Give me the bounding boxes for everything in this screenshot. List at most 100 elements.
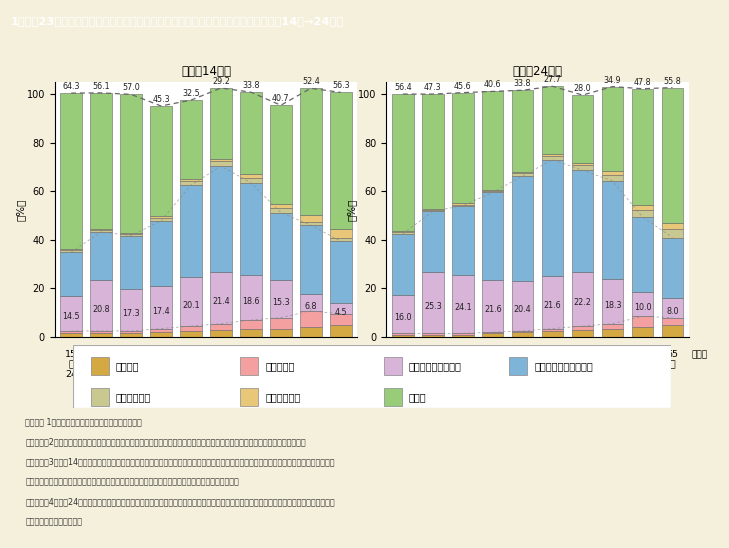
- Text: 34: 34: [456, 370, 469, 379]
- Text: 〜: 〜: [98, 360, 104, 369]
- Bar: [512, 90, 534, 172]
- Bar: [572, 165, 593, 170]
- Bar: [632, 217, 653, 292]
- Bar: [210, 161, 232, 166]
- Text: 50: 50: [245, 350, 257, 359]
- Bar: [90, 281, 112, 331]
- Bar: [542, 328, 564, 331]
- Bar: [300, 311, 321, 327]
- Bar: [572, 326, 593, 330]
- Bar: [601, 175, 623, 181]
- Bar: [330, 229, 351, 237]
- Text: 〜: 〜: [669, 360, 675, 369]
- Bar: [210, 159, 232, 161]
- Bar: [392, 234, 413, 294]
- Bar: [61, 93, 82, 249]
- Text: 35: 35: [155, 350, 167, 359]
- Text: 15: 15: [65, 350, 77, 359]
- Bar: [240, 328, 262, 337]
- Bar: [240, 174, 262, 178]
- FancyBboxPatch shape: [73, 345, 671, 408]
- Text: 40.7: 40.7: [272, 94, 289, 104]
- Text: 40: 40: [185, 350, 197, 359]
- Text: 49: 49: [547, 370, 558, 379]
- Text: 20.1: 20.1: [182, 301, 200, 310]
- Text: その他雇用者: その他雇用者: [116, 392, 151, 402]
- Bar: [90, 230, 112, 232]
- FancyBboxPatch shape: [91, 388, 109, 406]
- Text: 34: 34: [125, 370, 137, 379]
- Bar: [150, 106, 172, 216]
- Bar: [632, 292, 653, 316]
- Bar: [482, 92, 504, 190]
- Bar: [512, 332, 534, 337]
- Bar: [632, 209, 653, 217]
- Text: 〜: 〜: [158, 360, 164, 369]
- Bar: [542, 87, 564, 153]
- Bar: [270, 318, 292, 328]
- Text: 〜: 〜: [430, 360, 436, 369]
- Bar: [512, 174, 534, 176]
- Text: 64: 64: [636, 370, 649, 379]
- Text: 30: 30: [456, 350, 469, 359]
- Bar: [210, 330, 232, 337]
- Text: 33.8: 33.8: [514, 79, 531, 88]
- Bar: [240, 320, 262, 328]
- Bar: [180, 181, 202, 185]
- Text: 20.4: 20.4: [514, 305, 531, 315]
- Bar: [300, 88, 321, 215]
- Text: 47.3: 47.3: [424, 83, 442, 92]
- Text: 29: 29: [95, 370, 107, 379]
- Text: 〜: 〜: [609, 360, 615, 369]
- Text: 64.3: 64.3: [63, 82, 80, 91]
- Text: 21.4: 21.4: [212, 297, 230, 306]
- Text: 35: 35: [487, 350, 499, 359]
- Text: （備考） 1．总務省「就業構造基本調査」より作成。: （備考） 1．总務省「就業構造基本調査」より作成。: [26, 418, 142, 426]
- Bar: [542, 153, 564, 156]
- Bar: [422, 212, 443, 272]
- Text: 〜: 〜: [338, 360, 343, 369]
- Text: 15.3: 15.3: [272, 298, 289, 307]
- Text: 40: 40: [517, 350, 529, 359]
- Text: 〜: 〜: [580, 360, 585, 369]
- FancyBboxPatch shape: [510, 357, 527, 375]
- Text: 29.2: 29.2: [212, 77, 230, 86]
- Bar: [330, 237, 351, 241]
- Text: 45.3: 45.3: [152, 95, 170, 104]
- Bar: [300, 225, 321, 294]
- Bar: [90, 333, 112, 337]
- Bar: [61, 249, 82, 250]
- Text: 18.6: 18.6: [242, 296, 260, 306]
- Text: 〜: 〜: [248, 360, 254, 369]
- Bar: [452, 203, 474, 204]
- Bar: [512, 176, 534, 282]
- Bar: [482, 332, 504, 333]
- Bar: [482, 190, 504, 191]
- Text: 〜: 〜: [460, 360, 466, 369]
- Text: 44: 44: [517, 370, 529, 379]
- Bar: [61, 296, 82, 331]
- Text: 〜: 〜: [69, 360, 74, 369]
- Bar: [542, 276, 564, 328]
- Bar: [180, 185, 202, 277]
- Bar: [572, 95, 593, 163]
- Bar: [180, 326, 202, 331]
- Bar: [120, 331, 142, 333]
- Text: 52.4: 52.4: [302, 77, 319, 87]
- Y-axis label: （%）: （%）: [15, 198, 26, 221]
- Bar: [422, 94, 443, 209]
- FancyBboxPatch shape: [383, 357, 402, 375]
- Bar: [120, 94, 142, 233]
- Text: 29: 29: [426, 370, 439, 379]
- Bar: [392, 335, 413, 337]
- Bar: [422, 333, 443, 335]
- Bar: [61, 252, 82, 296]
- Text: 21.6: 21.6: [484, 305, 502, 314]
- Bar: [572, 330, 593, 337]
- Bar: [270, 281, 292, 318]
- Bar: [452, 275, 474, 333]
- Bar: [601, 279, 623, 324]
- Text: 57.0: 57.0: [122, 83, 140, 93]
- Text: 44: 44: [185, 370, 197, 379]
- Text: 20.8: 20.8: [93, 305, 110, 314]
